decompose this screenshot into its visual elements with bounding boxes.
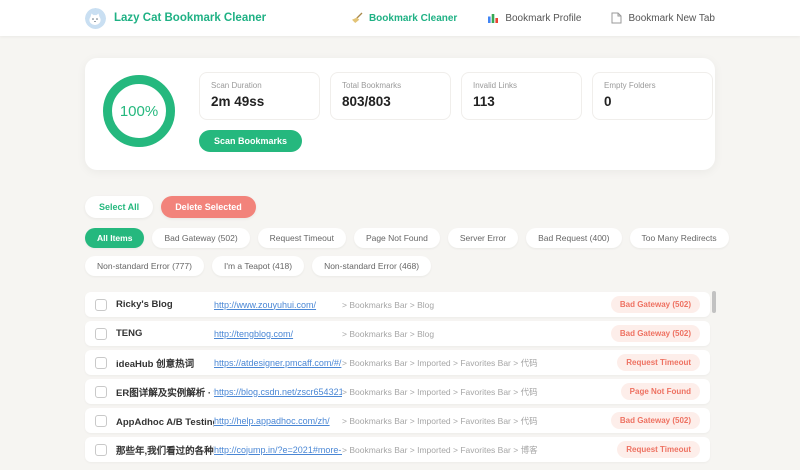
stats: Scan Duration 2m 49ss Total Bookmarks 80…	[199, 72, 713, 120]
bookmark-path: > Bookmarks Bar > Imported > Favorites B…	[342, 444, 538, 455]
stat-empty-folders: Empty Folders 0	[592, 72, 713, 120]
scrollbar-track	[712, 290, 716, 465]
filter-chip-page-not-found[interactable]: Page Not Found	[353, 228, 440, 248]
filter-chips: All Items Bad Gateway (502) Request Time…	[85, 228, 733, 276]
nav-label: Bookmark Cleaner	[368, 12, 458, 24]
scrollbar-thumb[interactable]	[712, 291, 716, 313]
nav-bookmark-profile[interactable]: Bookmark Profile	[487, 12, 581, 24]
bookmark-url-link[interactable]: http://help.appadhoc.com/zh/	[214, 415, 330, 426]
table-row: TENG http://tengblog.com/ > Bookmarks Ba…	[85, 321, 710, 346]
table-row: Ricky's Blog http://www.zouyuhui.com/ > …	[85, 292, 710, 317]
status-badge: Page Not Found	[620, 383, 700, 400]
filter-chip-im-a-teapot-418[interactable]: I'm a Teapot (418)	[211, 256, 305, 276]
bookmark-path: > Bookmarks Bar > Imported > Favorites B…	[342, 357, 538, 368]
progress-percent: 100%	[119, 102, 159, 120]
filter-chip-bad-request-400[interactable]: Bad Request (400)	[526, 228, 622, 248]
actions-bar: Select All Delete Selected	[85, 196, 256, 218]
bookmark-url-link[interactable]: http://tengblog.com/	[214, 328, 294, 339]
bookmark-path: > Bookmarks Bar > Imported > Favorites B…	[342, 415, 538, 426]
filter-chip-non-standard-error-777[interactable]: Non-standard Error (777)	[85, 256, 204, 276]
stat-total-bookmarks: Total Bookmarks 803/803	[330, 72, 451, 120]
bookmark-url-link[interactable]: https://atdesigner.pmcaff.com/#/	[214, 357, 342, 368]
table-row: ER图详解及实例解析 · 记忆碎片的... https://blog.csdn.…	[85, 379, 710, 404]
nav-bookmark-new-tab[interactable]: Bookmark New Tab	[611, 12, 715, 24]
bookmark-path: > Bookmarks Bar > Blog	[342, 299, 435, 310]
filter-chip-non-standard-error-468[interactable]: Non-standard Error (468)	[312, 256, 432, 276]
status-badge: Bad Gateway (502)	[610, 325, 700, 342]
bookmark-title: Ricky's Blog	[116, 299, 173, 310]
bookmark-title: ER图详解及实例解析 · 记忆碎片的...	[116, 387, 214, 399]
bookmark-title: ideaHub 创意热词	[116, 358, 195, 370]
stat-value: 2m 49ss	[211, 94, 265, 109]
scan-bookmarks-button[interactable]: Scan Bookmarks	[199, 130, 303, 152]
broom-icon	[351, 12, 363, 24]
row-checkbox[interactable]	[95, 414, 107, 427]
brand: Lazy Cat Bookmark Cleaner	[85, 7, 267, 29]
row-checkbox[interactable]	[95, 298, 107, 311]
filter-chip-request-timeout[interactable]: Request Timeout	[257, 228, 346, 248]
status-badge: Bad Gateway (502)	[610, 412, 700, 429]
table-row: ideaHub 创意热词 https://atdesigner.pmcaff.c…	[85, 350, 710, 375]
status-badge: Request Timeout	[617, 354, 700, 371]
delete-selected-button[interactable]: Delete Selected	[161, 196, 256, 218]
stat-invalid-links: Invalid Links 113	[461, 72, 582, 120]
status-badge: Request Timeout	[617, 441, 700, 458]
new-tab-icon	[611, 12, 622, 24]
filter-chip-server-error[interactable]: Server Error	[447, 228, 519, 248]
stat-value: 113	[473, 94, 495, 109]
bar-chart-icon	[487, 12, 499, 24]
row-checkbox[interactable]	[95, 327, 107, 340]
bookmark-title: AppAdhoc A/B Testing 使用文档 -...	[116, 416, 214, 428]
bookmark-path: > Bookmarks Bar > Blog	[342, 328, 435, 339]
stat-label: Empty Folders	[604, 81, 656, 90]
bookmark-title: TENG	[116, 328, 143, 339]
row-checkbox[interactable]	[95, 356, 107, 369]
bookmark-list: Ricky's Blog http://www.zouyuhui.com/ > …	[85, 292, 710, 462]
stat-label: Scan Duration	[211, 81, 262, 90]
status-badge: Bad Gateway (502)	[610, 296, 700, 313]
app-header: Lazy Cat Bookmark Cleaner Bookmark Clean…	[0, 0, 800, 36]
cat-logo-icon	[85, 7, 106, 29]
select-all-button[interactable]: Select All	[85, 196, 154, 218]
stat-scan-duration: Scan Duration 2m 49ss	[199, 72, 320, 120]
nav-label: Bookmark New Tab	[628, 12, 715, 24]
bookmark-url-link[interactable]: http://cojump.in/?e=2021#more-...	[214, 444, 342, 455]
row-checkbox[interactable]	[95, 385, 107, 398]
bookmark-url-link[interactable]: http://www.zouyuhui.com/	[214, 299, 317, 310]
bookmark-path: > Bookmarks Bar > Imported > Favorites B…	[342, 386, 538, 397]
stat-value: 0	[604, 94, 612, 109]
bookmark-title: 那些年,我们看过的各种理论法则 | L...	[116, 445, 214, 457]
table-row: AppAdhoc A/B Testing 使用文档 -... http://he…	[85, 408, 710, 433]
stat-label: Total Bookmarks	[342, 81, 402, 90]
nav-label: Bookmark Profile	[505, 12, 582, 24]
stat-value: 803/803	[342, 94, 391, 109]
app-title: Lazy Cat Bookmark Cleaner	[114, 12, 267, 24]
nav-bookmark-cleaner[interactable]: Bookmark Cleaner	[351, 12, 457, 24]
bookmark-url-link[interactable]: https://blog.csdn.net/zscr654321...	[214, 386, 342, 397]
filter-chip-all-items[interactable]: All Items	[85, 228, 145, 248]
row-checkbox[interactable]	[95, 443, 107, 456]
filter-chip-bad-gateway-502[interactable]: Bad Gateway (502)	[152, 228, 250, 248]
table-row: 那些年,我们看过的各种理论法则 | L... http://cojump.in/…	[85, 437, 710, 462]
scan-panel: 100% Scan Duration 2m 49ss Total Bookmar…	[85, 58, 715, 170]
stat-label: Invalid Links	[473, 81, 518, 90]
progress-ring: 100%	[103, 75, 175, 147]
main-nav: Bookmark Cleaner Bookmark Profile	[351, 12, 715, 24]
filter-chip-too-many-redirects[interactable]: Too Many Redirects	[629, 228, 729, 248]
